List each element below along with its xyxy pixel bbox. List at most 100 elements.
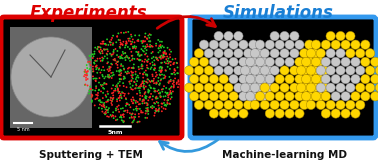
Point [163, 53, 169, 55]
Point [130, 66, 136, 69]
Point [138, 65, 144, 67]
Point [135, 53, 141, 55]
Point [108, 53, 115, 56]
Point [153, 56, 160, 59]
Point [152, 67, 158, 70]
Point [115, 50, 121, 52]
Point [141, 86, 147, 89]
Point [134, 40, 140, 42]
Circle shape [214, 31, 223, 41]
Circle shape [302, 57, 311, 67]
Point [117, 99, 123, 102]
Circle shape [219, 40, 228, 49]
Circle shape [249, 57, 258, 67]
Point [87, 88, 93, 91]
Point [114, 35, 120, 38]
Point [87, 55, 93, 58]
Circle shape [346, 49, 355, 58]
Point [109, 100, 115, 102]
Point [138, 59, 144, 61]
Point [93, 68, 99, 71]
Point [92, 46, 98, 49]
Point [133, 70, 139, 73]
Circle shape [310, 49, 319, 58]
Circle shape [254, 83, 263, 92]
Circle shape [302, 74, 311, 84]
Point [162, 77, 168, 79]
Point [101, 103, 107, 106]
Point [131, 116, 137, 118]
Point [84, 64, 90, 66]
Point [147, 80, 153, 82]
Point [159, 88, 165, 91]
Point [121, 68, 127, 71]
Point [94, 77, 100, 80]
Circle shape [199, 57, 209, 67]
Point [90, 89, 96, 91]
Point [85, 70, 91, 72]
Circle shape [263, 66, 273, 75]
Point [141, 99, 147, 102]
Point [101, 87, 107, 90]
Point [144, 64, 150, 67]
Point [113, 109, 119, 112]
Point [140, 111, 146, 114]
Point [117, 55, 123, 58]
Point [104, 62, 110, 65]
Circle shape [204, 100, 214, 110]
Point [126, 66, 132, 69]
Point [111, 73, 117, 76]
Circle shape [224, 49, 233, 58]
Point [146, 58, 152, 61]
Circle shape [214, 49, 223, 58]
Circle shape [224, 83, 233, 92]
Point [144, 104, 150, 107]
Point [117, 73, 123, 76]
Point [105, 109, 111, 111]
Point [116, 96, 122, 99]
Point [163, 87, 169, 89]
Point [115, 89, 121, 91]
Point [153, 83, 159, 85]
Point [165, 94, 171, 96]
Point [149, 80, 155, 82]
Point [108, 97, 114, 99]
Point [157, 74, 163, 77]
Point [98, 101, 104, 103]
Circle shape [316, 83, 325, 92]
Point [143, 85, 149, 88]
Point [129, 113, 135, 116]
Circle shape [280, 100, 289, 110]
Point [161, 99, 167, 101]
Point [175, 86, 181, 88]
Circle shape [243, 66, 253, 75]
Circle shape [219, 57, 228, 67]
Point [147, 43, 153, 46]
Point [166, 80, 172, 83]
Point [106, 70, 112, 73]
Point [106, 116, 112, 118]
Point [172, 57, 178, 60]
Point [123, 42, 129, 45]
Point [115, 82, 121, 85]
Point [133, 47, 139, 50]
Point [133, 50, 139, 53]
Point [135, 87, 141, 89]
Point [144, 37, 150, 40]
Point [148, 34, 154, 36]
Point [170, 90, 176, 93]
Point [99, 59, 105, 62]
Point [153, 42, 159, 45]
Text: Simulations: Simulations [223, 4, 333, 22]
Point [149, 98, 155, 101]
Point [163, 58, 169, 60]
Point [122, 109, 128, 112]
Point [117, 80, 123, 83]
Point [124, 54, 130, 57]
Circle shape [265, 109, 274, 118]
Circle shape [194, 66, 204, 75]
Point [91, 53, 98, 55]
Point [130, 38, 136, 41]
Circle shape [239, 57, 248, 67]
Point [134, 121, 140, 124]
